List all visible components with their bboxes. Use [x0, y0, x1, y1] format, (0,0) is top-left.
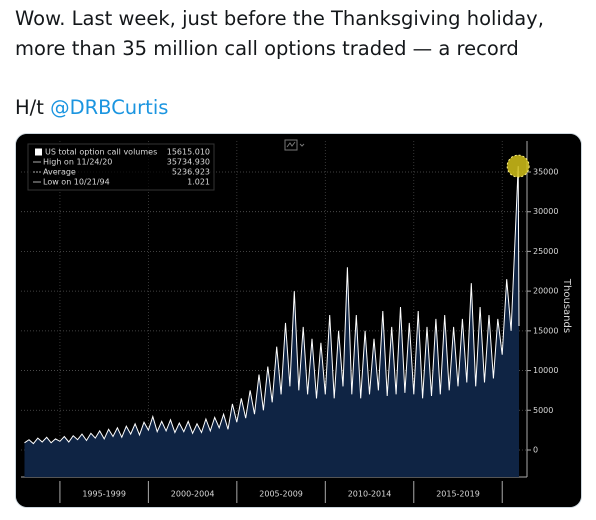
legend-value: 35734.930 — [167, 158, 210, 167]
legend-value: 15615.010 — [167, 148, 210, 157]
chart-card[interactable]: 0 5000 10000 15000 20000 25000 30000 35000 1995-… — [15, 133, 582, 508]
x-tick-label: 2000-2004 — [171, 490, 215, 499]
x-tick-label: 1995-1999 — [82, 490, 126, 499]
legend-box — [27, 143, 215, 191]
x-tick-label: 2015-2019 — [436, 490, 480, 499]
y-tick-label: 20000 — [533, 287, 558, 296]
tweet-line: more than 35 million call options traded… — [15, 37, 519, 60]
legend: US total option call volumes 15615.010 Hig… — [27, 143, 215, 191]
y-tick-label: 15000 — [533, 326, 558, 335]
highlight-circle — [506, 154, 530, 178]
x-tick-label: 2010-2014 — [348, 490, 392, 499]
legend-label: Low on 10/21/94 — [43, 178, 110, 187]
chart: 0 5000 10000 15000 20000 25000 30000 35000 1995-… — [16, 134, 581, 507]
plot: 0 5000 10000 15000 20000 25000 30000 35000 1995-… — [21, 141, 558, 503]
y-tick-label: 5000 — [533, 406, 553, 415]
hat-tip-text: H/t — [15, 96, 44, 119]
area — [24, 166, 519, 477]
y-axis-label: Thousands — [561, 278, 572, 333]
mention-link[interactable]: @DRBCurtis — [50, 96, 169, 119]
hat-tip: H/t @DRBCurtis — [15, 93, 168, 123]
legend-label: US total option call volumes — [45, 148, 157, 157]
y-tick-label: 25000 — [533, 247, 558, 256]
toolbar-icon — [284, 139, 305, 151]
y-tick-label: 35000 — [533, 167, 558, 176]
tweet-line: Wow. Last week, just before the Thanksgi… — [15, 7, 544, 30]
y-tick-label: 0 — [533, 445, 538, 454]
legend-swatch — [35, 148, 42, 156]
legend-value: 1.021 — [187, 178, 210, 187]
legend-value: 5236.923 — [172, 168, 210, 177]
x-tick-label: 2005-2009 — [259, 490, 303, 499]
y-tick-label: 30000 — [533, 207, 558, 216]
line — [24, 166, 520, 445]
legend-label: Average — [43, 168, 76, 177]
legend-label: High on 11/24/20 — [43, 158, 112, 167]
tweet-text: Wow. Last week, just before the Thanksgi… — [15, 4, 585, 64]
y-tick-label: 10000 — [533, 366, 558, 375]
